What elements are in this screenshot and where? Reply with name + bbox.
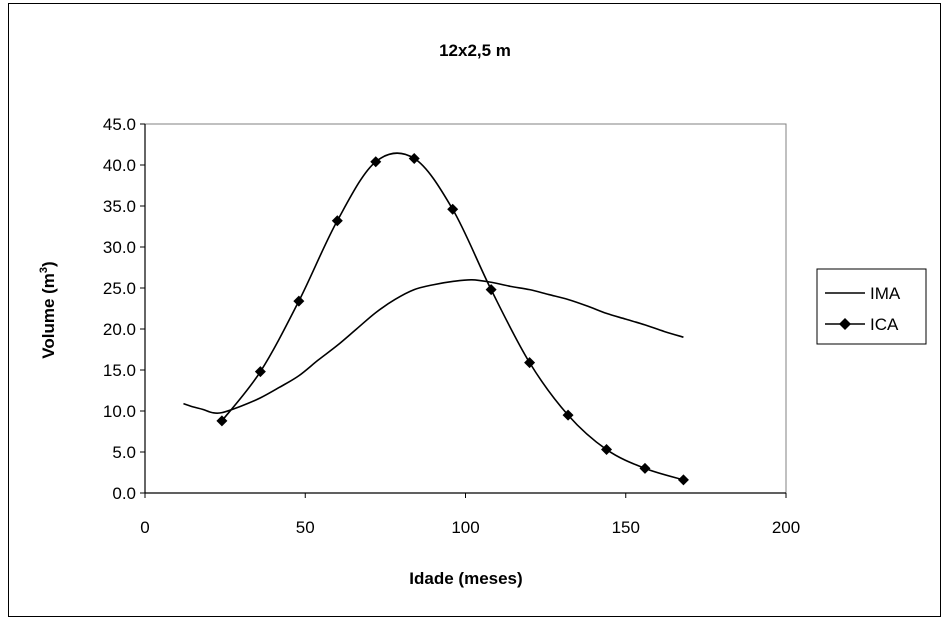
data-point-ica [601, 444, 613, 456]
y-tick-label: 30.0 [103, 238, 136, 257]
data-point-ica [254, 366, 266, 378]
data-point-ica [216, 415, 228, 427]
data-point-ica [677, 474, 689, 486]
series-layer [183, 152, 689, 486]
x-tick-label: 150 [612, 518, 640, 537]
data-point-ica [562, 409, 574, 421]
series-line-ima [183, 278, 684, 415]
y-axis-ticks: 0.0 5.0 10.0 15.0 20.0 25.0 30.0 35.0 40.0 45.0 [103, 115, 145, 503]
legend-ica-marker [839, 318, 851, 330]
data-point-ica [293, 295, 305, 307]
data-point-ica [408, 152, 420, 164]
y-tick-label: 25.0 [103, 279, 136, 298]
y-tick-label: 35.0 [103, 197, 136, 216]
data-point-ica [370, 156, 382, 168]
y-tick-label: 20.0 [103, 320, 136, 339]
y-tick-label: 0.0 [112, 484, 136, 503]
x-tick-label: 100 [451, 518, 479, 537]
y-tick-label: 15.0 [103, 361, 136, 380]
x-tick-label: 0 [140, 518, 149, 537]
data-point-ica [485, 284, 497, 296]
data-point-ica [331, 215, 343, 227]
y-tick-label: 40.0 [103, 156, 136, 175]
x-tick-label: 50 [296, 518, 315, 537]
y-tick-label: 5.0 [112, 443, 136, 462]
legend-box [816, 268, 927, 345]
plot-axes [144, 123, 787, 494]
chart-title: 12x2,5 m [439, 41, 511, 60]
x-axis-title: Idade (meses) [409, 569, 522, 588]
legend-ima-label: IMA [870, 284, 901, 303]
y-tick-label: 45.0 [103, 115, 136, 134]
y-axis-title-superscript: 3 [38, 267, 50, 273]
legend: IMA ICA [816, 268, 927, 345]
legend-ica-label: ICA [870, 315, 899, 334]
y-axis-title: Volume (m3) [38, 261, 58, 358]
x-tick-label: 200 [772, 518, 800, 537]
y-axis-title-close: ) [39, 261, 58, 267]
x-axis-ticks: 0 50 100 150 200 [140, 493, 800, 537]
data-point-ica [447, 203, 459, 215]
data-point-ica [524, 357, 536, 369]
data-point-ica [639, 462, 651, 474]
plot-area-border [144, 123, 787, 494]
y-axis-title-main: Volume (m [39, 273, 58, 359]
y-tick-label: 10.0 [103, 402, 136, 421]
